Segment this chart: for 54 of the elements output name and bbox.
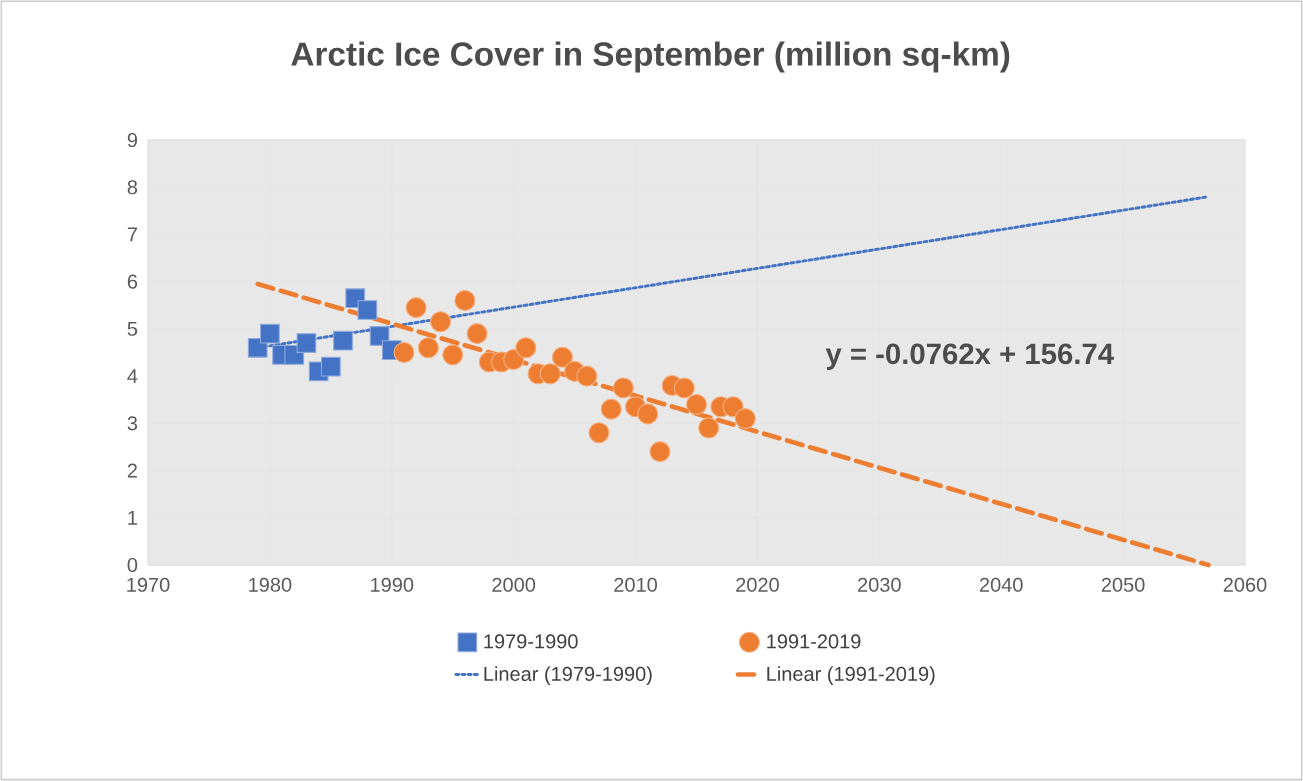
- point: [442, 344, 464, 366]
- y-tick-label: 7: [127, 227, 137, 242]
- point: [260, 323, 280, 344]
- point: [454, 290, 476, 312]
- y-tick-label: 8: [127, 180, 138, 195]
- y-tick-label: 5: [127, 321, 138, 336]
- point: [685, 393, 708, 415]
- chart-title: Arctic Ice Cover in September (million sq-km): [291, 41, 1010, 73]
- point: [551, 346, 573, 368]
- y-tick-label: 3: [127, 416, 138, 431]
- point: [698, 417, 720, 439]
- point: [430, 311, 452, 333]
- x-tick-label: 2050: [1101, 577, 1145, 592]
- point: [576, 365, 598, 387]
- point: [539, 363, 561, 385]
- x-tick-label: 2000: [492, 577, 536, 592]
- y-tick-label: 4: [127, 369, 138, 383]
- y-tick-label: 6: [127, 274, 138, 289]
- x-tick-label: 1990: [371, 577, 414, 592]
- legend-label: 1991-2019: [767, 634, 861, 649]
- y-tick-label: 0: [127, 557, 138, 573]
- point: [600, 398, 622, 420]
- y-tick-label: 2: [127, 463, 137, 478]
- x-tick-label: 2060: [1223, 577, 1267, 592]
- point: [357, 300, 378, 320]
- y-tick-label: 1: [128, 510, 137, 525]
- y-tick-label: 9: [127, 132, 138, 148]
- point: [649, 441, 671, 463]
- annotation: y = -0.0762x + 156.74: [825, 343, 1114, 371]
- legend-label: Linear (1979-1990): [484, 666, 652, 685]
- point: [296, 333, 317, 353]
- x-tick-label: 1970: [127, 577, 170, 592]
- point: [637, 403, 659, 425]
- x-tick-label: 2040: [979, 577, 1023, 592]
- point: [333, 330, 353, 351]
- point: [417, 337, 439, 359]
- point: [612, 377, 634, 399]
- point: [503, 349, 525, 371]
- point: [405, 297, 427, 319]
- point: [393, 341, 415, 364]
- legend-label: Linear (1991-2019): [767, 666, 935, 685]
- point: [588, 422, 610, 444]
- x-tick-label: 2030: [858, 577, 901, 592]
- legend-label: 1979-1990: [484, 634, 578, 649]
- point: [369, 326, 390, 346]
- x-tick-label: 2010: [614, 577, 657, 592]
- point: [722, 396, 744, 418]
- point: [320, 356, 341, 377]
- x-tick-label: 2020: [736, 577, 779, 592]
- point: [466, 323, 488, 345]
- x-tick-label: 1980: [249, 577, 292, 592]
- point: [515, 337, 537, 359]
- point: [734, 408, 756, 430]
- point: [673, 377, 695, 399]
